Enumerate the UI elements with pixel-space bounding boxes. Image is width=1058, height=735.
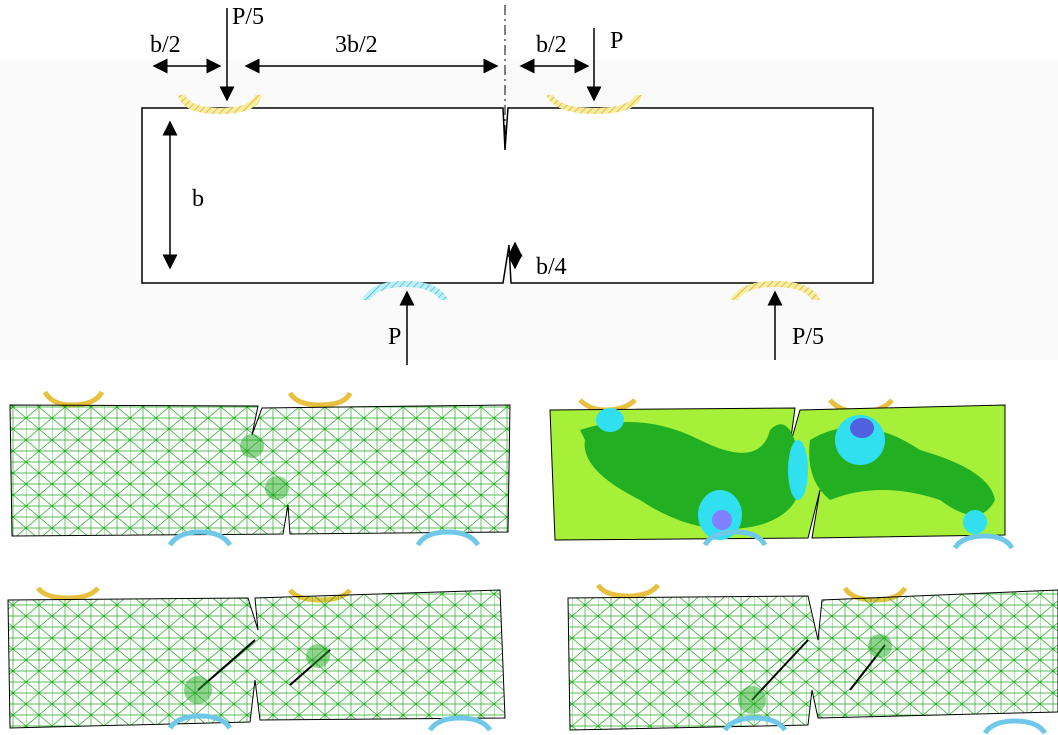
dimension-label: 3b/2 [335,32,378,58]
figure: P/5 b/2 3b/2 b/2 P b b/4 P P/5 [0,0,1058,735]
mesh-panel-3 [568,585,1058,733]
load-label: P/5 [232,4,264,30]
dimension-label: b/2 [150,32,181,58]
load-label: P [610,28,623,54]
schematic: P/5 b/2 3b/2 b/2 P b b/4 P P/5 [0,4,1058,365]
mesh-panel-2 [8,588,505,730]
dimension-label: b/4 [536,254,567,280]
contour-panel [550,400,1012,548]
dimension-label: b/2 [536,32,567,58]
dimension-label: b [192,186,204,212]
beam [142,108,873,283]
mesh-panel-1 [10,392,510,545]
load-label: P [388,324,401,350]
load-label: P/5 [792,324,824,350]
